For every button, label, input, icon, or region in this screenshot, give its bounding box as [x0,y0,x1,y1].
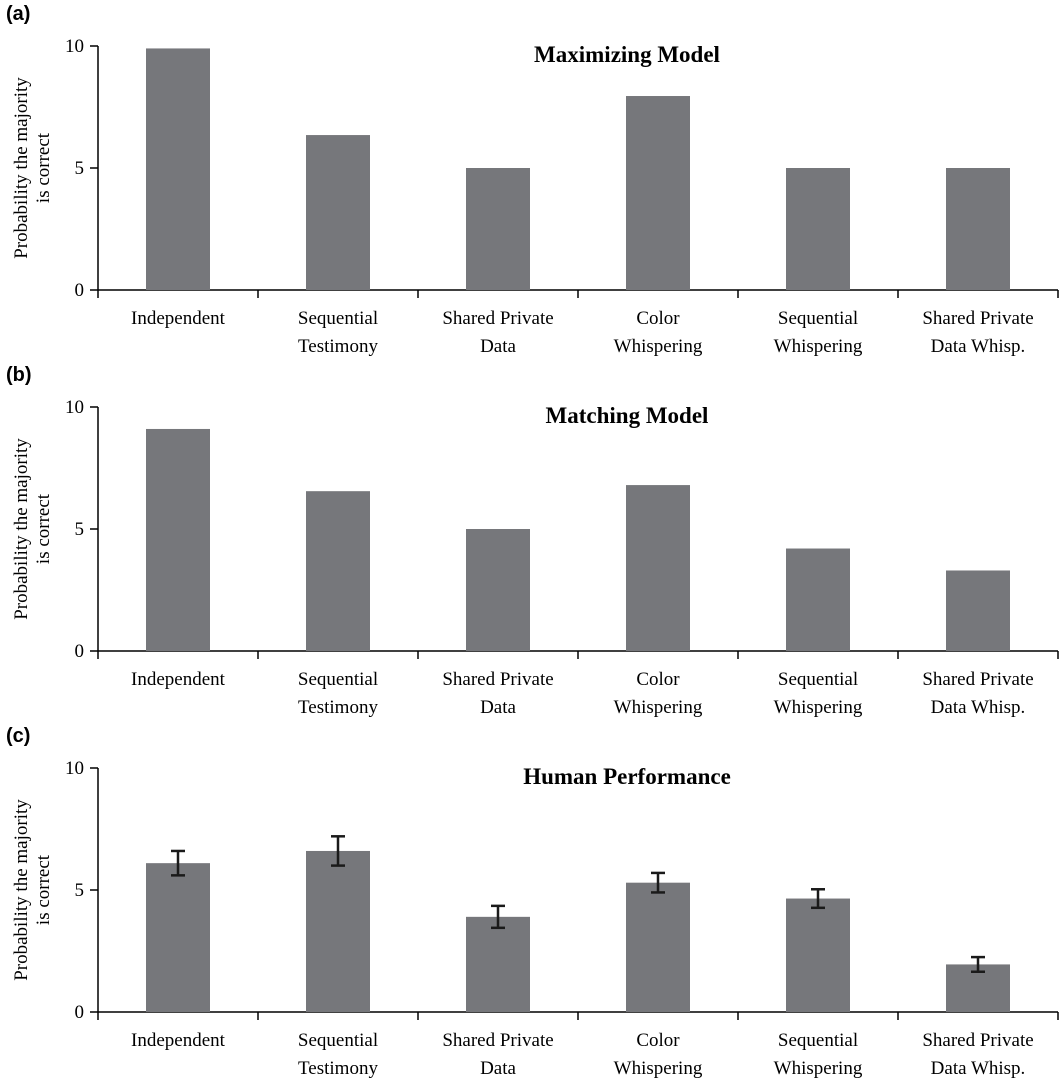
x-category-label: Color [636,308,680,329]
x-category-label: Data Whisp. [931,1058,1026,1079]
x-category-label: Sequential [778,669,858,690]
bar [466,168,530,290]
x-category-label: Data [480,697,516,718]
y-axis-label-line: is correct [33,493,54,564]
x-category-label: Shared Private [442,669,553,690]
x-category-label: Shared Private [922,669,1033,690]
y-tick-label: 0 [75,1002,85,1023]
x-category-label: Sequential [778,1030,858,1051]
x-category-label: Independent [131,669,226,690]
x-category-label: Whispering [774,336,863,357]
y-tick-label: 10 [65,758,84,779]
x-category-label: Sequential [298,669,378,690]
chart-title: Matching Model [546,403,709,428]
bar [466,529,530,651]
x-category-label: Shared Private [922,1030,1033,1051]
x-category-label: Whispering [614,1058,703,1079]
bar [306,850,370,1012]
x-category-label: Sequential [298,1030,378,1051]
y-axis-label-line: is correct [33,854,54,925]
chart-panel-2: (b) Matching Model Probability the majorit… [6,364,1059,718]
x-category-label: Whispering [614,697,703,718]
x-category-label: Testimony [298,697,378,718]
x-category-label: Data [480,336,516,357]
bar [786,168,850,290]
x-category-label: Independent [131,1030,226,1051]
y-tick-label: 0 [75,641,85,662]
panel-letter: (c) [6,725,30,747]
panel-letter: (a) [6,3,30,25]
chart-title: Maximizing Model [534,42,720,67]
x-category-label: Independent [131,308,226,329]
x-category-label: Shared Private [442,308,553,329]
bar [146,48,210,290]
chart-panel-3: (c) Human Performance Probability the majo… [6,725,1059,1079]
y-tick-label: 10 [65,36,84,57]
x-category-label: Sequential [298,308,378,329]
bar [946,570,1010,651]
x-category-label: Shared Private [442,1030,553,1051]
y-tick-label: 0 [75,280,85,301]
bar [306,135,370,290]
y-tick-label: 5 [75,519,85,540]
x-category-label: Whispering [774,1058,863,1079]
x-category-label: Color [636,669,680,690]
chart-title: Human Performance [523,764,731,789]
x-category-label: Data [480,1058,516,1079]
y-axis-label-line: is correct [33,132,54,203]
x-category-label: Testimony [298,336,378,357]
bar [146,428,210,651]
x-category-label: Data Whisp. [931,697,1026,718]
y-tick-label: 10 [65,397,84,418]
bar [466,916,530,1012]
x-category-label: Data Whisp. [931,336,1026,357]
y-axis-label: Probability the majorityis correct [11,438,54,620]
x-category-label: Shared Private [922,308,1033,329]
bar [146,863,210,1012]
x-category-label: Color [636,1030,680,1051]
y-axis-label: Probability the majorityis correct [11,799,54,981]
y-axis-label-line: Probability the majority [11,438,32,620]
y-axis-label-line: Probability the majority [11,77,32,259]
bar [626,882,690,1012]
bar [626,96,690,291]
bar [786,548,850,651]
chart-panel-1: (a) Maximizing Model Probability the major… [6,3,1059,357]
y-tick-label: 5 [75,880,85,901]
panel-letter: (b) [6,364,32,386]
x-category-label: Sequential [778,308,858,329]
x-category-label: Whispering [614,336,703,357]
y-tick-label: 5 [75,158,85,179]
x-category-label: Testimony [298,1058,378,1079]
y-axis-label: Probability the majorityis correct [11,77,54,259]
x-category-label: Whispering [774,697,863,718]
bar [786,898,850,1012]
bar [946,168,1010,290]
bar [306,491,370,651]
y-axis-label-line: Probability the majority [11,799,32,981]
bar [626,485,690,651]
